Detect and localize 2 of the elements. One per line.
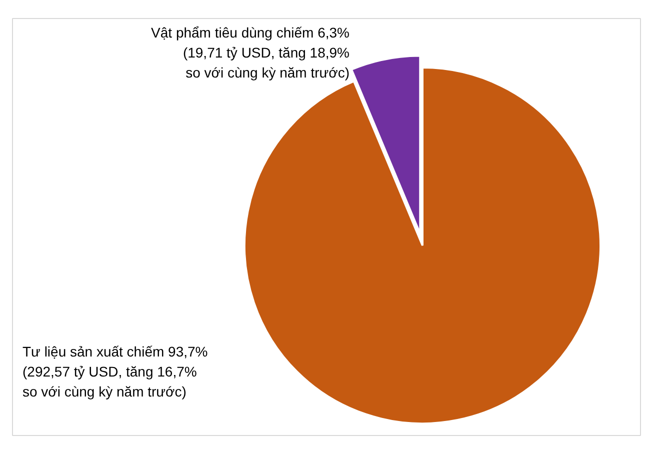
slice-label: Vật phẩm tiêu dùng chiếm 6,3% (19,71 tỷ USD, tăng 18,9% so với cùng kỳ năm trước) <box>151 24 350 80</box>
slice-label: Tư liệu sản xuất chiếm 93,7% (292,57 tỷ USD, tăng 16,7% so với cùng kỳ năm trước) <box>22 344 208 400</box>
